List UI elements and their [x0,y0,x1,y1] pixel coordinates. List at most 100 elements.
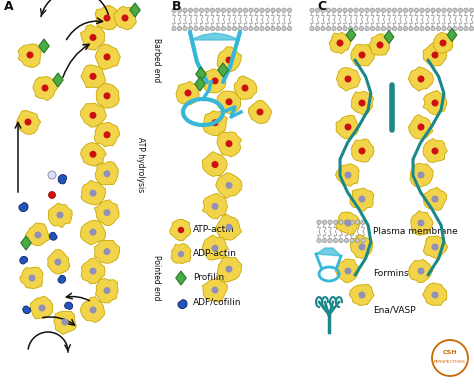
Polygon shape [130,3,140,17]
Polygon shape [409,115,433,139]
Polygon shape [234,76,257,99]
Polygon shape [316,248,341,256]
Circle shape [332,8,336,12]
Circle shape [317,220,321,224]
Circle shape [359,196,365,202]
Polygon shape [248,100,272,124]
Circle shape [212,120,218,126]
Circle shape [243,26,248,31]
Circle shape [25,119,31,125]
Circle shape [442,26,446,31]
Circle shape [90,190,96,196]
Polygon shape [81,258,105,284]
Circle shape [354,8,358,12]
Circle shape [104,132,110,137]
Polygon shape [114,6,137,30]
Circle shape [376,8,380,12]
Polygon shape [95,5,120,30]
Circle shape [90,151,96,157]
Text: ATP hydrolysis: ATP hydrolysis [136,137,145,193]
Circle shape [216,8,220,12]
Polygon shape [25,223,50,246]
Circle shape [271,26,275,31]
Circle shape [326,26,331,31]
Polygon shape [94,122,120,147]
Circle shape [122,15,128,21]
Polygon shape [20,257,27,264]
Circle shape [392,8,397,12]
Circle shape [348,8,353,12]
Circle shape [432,244,438,250]
Circle shape [55,259,61,265]
Circle shape [257,109,263,115]
Circle shape [212,78,218,84]
Polygon shape [352,91,374,116]
Circle shape [387,26,391,31]
Polygon shape [216,214,242,240]
Polygon shape [81,180,105,205]
Circle shape [344,220,349,224]
Polygon shape [336,164,359,186]
Circle shape [453,8,457,12]
Circle shape [90,229,96,235]
Circle shape [345,124,351,130]
Circle shape [418,220,424,226]
Polygon shape [18,44,41,68]
Circle shape [447,8,452,12]
Circle shape [212,162,218,167]
Circle shape [221,26,226,31]
Circle shape [172,26,176,31]
Polygon shape [19,203,28,212]
Polygon shape [48,203,72,228]
Circle shape [265,26,270,31]
Circle shape [348,26,353,31]
Circle shape [104,171,110,177]
Circle shape [216,26,220,31]
Circle shape [345,268,351,274]
Circle shape [322,238,327,243]
Circle shape [469,26,474,31]
Circle shape [418,172,424,178]
Circle shape [343,26,347,31]
Circle shape [232,26,237,31]
Text: PERSPECTIVES: PERSPECTIVES [434,360,466,364]
Circle shape [177,26,182,31]
Polygon shape [351,44,374,66]
Circle shape [188,26,193,31]
Circle shape [326,8,331,12]
Circle shape [104,249,110,254]
Polygon shape [195,77,205,91]
Circle shape [57,212,63,218]
Polygon shape [203,69,226,93]
Polygon shape [336,259,359,283]
Circle shape [29,275,35,281]
Circle shape [333,220,337,224]
Circle shape [177,8,182,12]
Circle shape [453,26,457,31]
Circle shape [359,52,365,58]
Text: Plasma membrane: Plasma membrane [373,227,458,237]
Circle shape [418,124,424,130]
Polygon shape [190,33,240,40]
Circle shape [90,35,96,40]
Circle shape [242,85,248,91]
Circle shape [226,99,232,104]
Circle shape [260,26,264,31]
Circle shape [276,26,281,31]
Polygon shape [336,115,358,139]
Circle shape [447,26,452,31]
Circle shape [104,288,110,293]
Circle shape [179,227,183,232]
Circle shape [339,238,343,243]
Text: ATP-actin: ATP-actin [193,225,235,235]
Polygon shape [411,211,433,235]
Circle shape [183,8,187,12]
Polygon shape [81,25,105,50]
Circle shape [370,26,375,31]
Circle shape [212,245,218,251]
Circle shape [409,8,413,12]
Circle shape [381,8,386,12]
Polygon shape [49,232,57,240]
Circle shape [403,8,408,12]
Polygon shape [423,43,447,66]
